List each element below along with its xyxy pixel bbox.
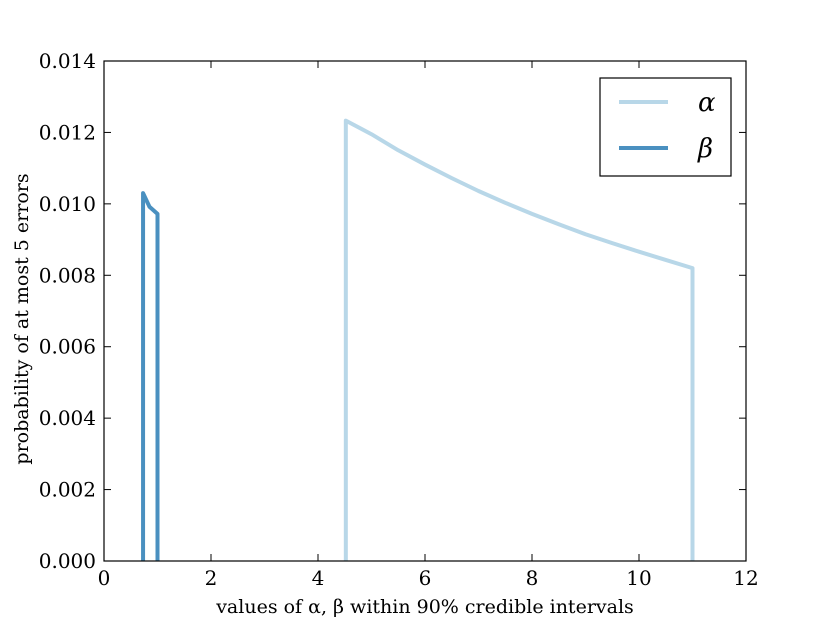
legend-box: [599, 77, 732, 177]
x-tick-label: 12: [733, 566, 758, 590]
y-tick-label: 0.008: [39, 263, 96, 287]
x-tick-label: 2: [205, 566, 218, 590]
x-tick-label: 6: [419, 566, 432, 590]
y-tick-label: 0.004: [39, 406, 96, 430]
x-tick-label: 4: [312, 566, 325, 590]
y-axis-label: probability of at most 5 errors: [11, 173, 33, 464]
y-tick-label: 0.002: [39, 478, 96, 502]
series-line-beta: [141, 191, 160, 561]
x-tick-label: 8: [526, 566, 539, 590]
y-tick-label: 0.006: [39, 335, 96, 359]
legend-label-beta: β: [697, 134, 713, 164]
y-tick-label: 0.000: [39, 549, 96, 573]
x-tick-label: 10: [626, 566, 651, 590]
y-tick-label: 0.012: [39, 120, 96, 144]
legend: α β: [599, 77, 732, 177]
x-tick-label: 0: [98, 566, 111, 590]
ticks-layer: 0 2 4 6 8 10 12 0.000 0.002 0.004 0.006 0.008 0.010 0…: [39, 49, 759, 590]
y-tick-label: 0.014: [39, 49, 96, 73]
y-tick-label: 0.010: [39, 192, 96, 216]
series-line-alpha: [343, 118, 695, 561]
legend-label-alpha: α: [698, 88, 716, 118]
x-axis-label: values of α, β within 90% credible inter…: [215, 596, 634, 618]
series-layer: [141, 118, 695, 561]
